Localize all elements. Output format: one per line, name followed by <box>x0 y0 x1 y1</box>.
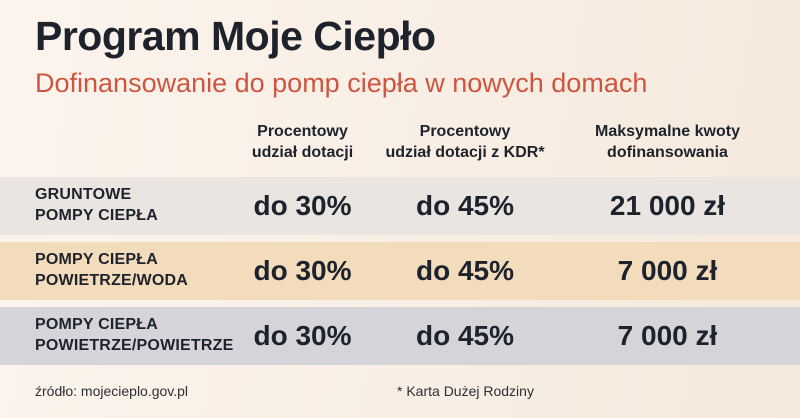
page-title: Program Moje Ciepło <box>35 13 436 59</box>
column-header-kwota: Maksymalne kwoty dofinansowania <box>595 123 740 162</box>
table-body: GRUNTOWE POMPY CIEPŁA do 30% do 45% 21 0… <box>0 176 800 365</box>
table-header: Procentowy udział dotacji Procentowy udz… <box>0 118 800 167</box>
cell-kwota: 21 000 zł <box>609 189 726 221</box>
cell-dotacja: do 30% <box>253 319 352 351</box>
cell-kwota: 7 000 zł <box>617 254 718 286</box>
column-header-dotacja-kdr: Procentowy udział dotacji z KDR* <box>385 123 545 162</box>
cell-dotacja-kdr: do 45% <box>415 189 515 221</box>
column-header-dotacja: Procentowy udział dotacji <box>251 123 354 162</box>
row-label: POMPY CIEPŁA POWIETRZE/WODA <box>35 250 189 289</box>
cell-dotacja-kdr: do 45% <box>415 254 515 286</box>
cell-dotacja: do 30% <box>253 254 352 286</box>
page-subtitle: Dofinansowanie do pomp ciepła w nowych d… <box>35 68 648 99</box>
table-row-powietrze-powietrze: POMPY CIEPŁA POWIETRZE/POWIETRZE do 30% … <box>0 306 800 365</box>
row-label: GRUNTOWE POMPY CIEPŁA <box>35 185 159 224</box>
kdr-footnote: * Karta Dużej Rodziny <box>397 382 534 399</box>
row-label: POMPY CIEPŁA POWIETRZE/POWIETRZE <box>35 315 234 354</box>
cell-kwota: 7 000 zł <box>617 319 718 351</box>
cell-dotacja-kdr: do 45% <box>415 319 515 351</box>
footer: źródło: mojecieplo.gov.pl * Karta Dużej … <box>0 383 800 403</box>
source-text: źródło: mojecieplo.gov.pl <box>35 382 189 399</box>
table-row-powietrze-woda: POMPY CIEPŁA POWIETRZE/WODA do 30% do 45… <box>0 241 800 300</box>
cell-dotacja: do 30% <box>253 189 352 221</box>
table-row-gruntowe: GRUNTOWE POMPY CIEPŁA do 30% do 45% 21 0… <box>0 176 800 235</box>
